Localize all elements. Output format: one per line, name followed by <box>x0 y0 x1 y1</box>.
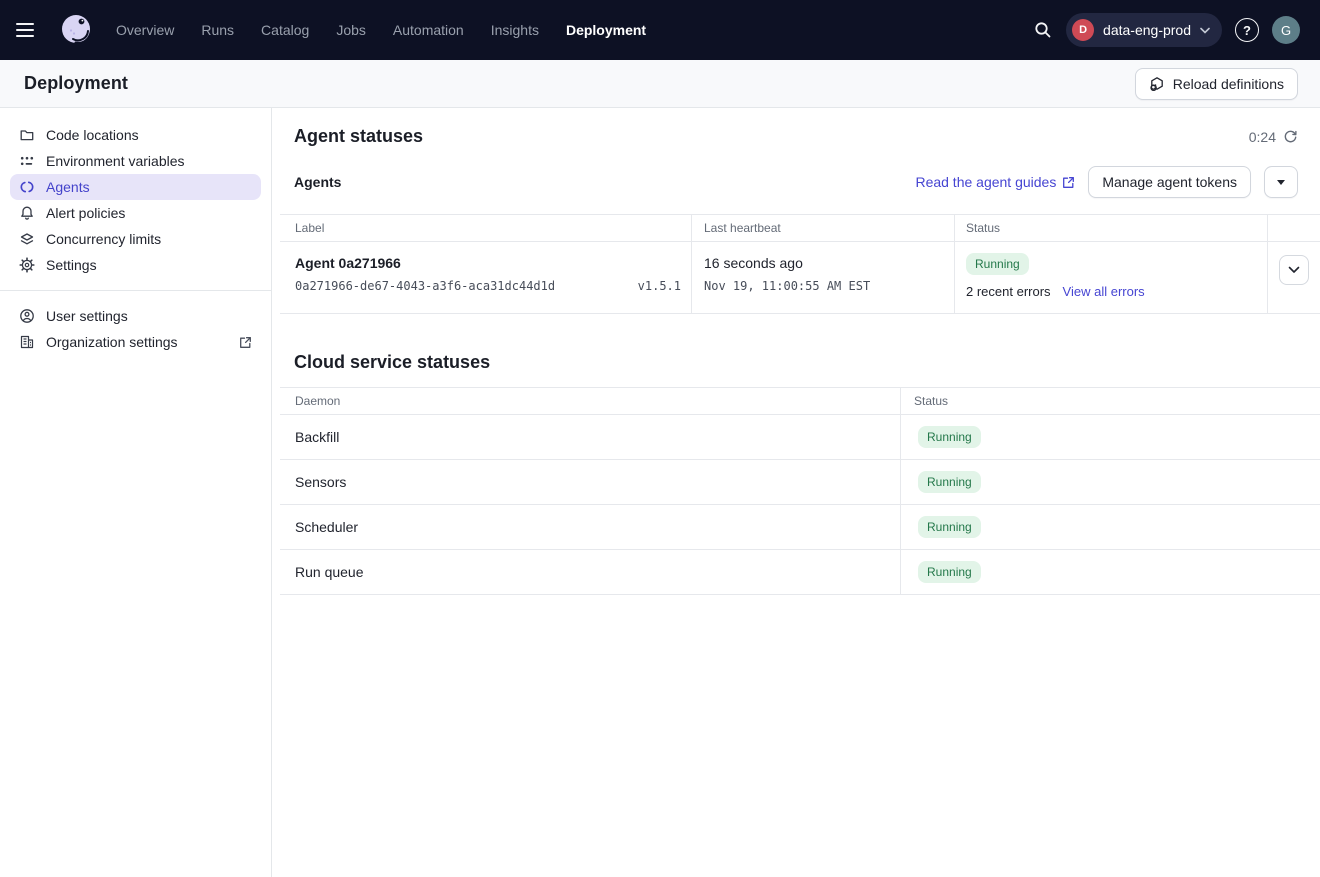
countdown-value: 0:24 <box>1248 128 1276 145</box>
sidebar-item-agents[interactable]: Agents <box>10 174 261 200</box>
page-header: Deployment Reload definitions <box>0 60 1320 108</box>
sidebar-item-code-locations[interactable]: Code locations <box>10 122 261 148</box>
main-content: Agent statuses 0:24 Agents Read the agen… <box>272 108 1320 877</box>
nav-insights[interactable]: Insights <box>490 22 539 38</box>
page-title: Deployment <box>24 73 129 93</box>
nav-jobs[interactable]: Jobs <box>336 22 366 38</box>
daemon-row-run-queue: Run queue Running <box>280 550 1320 595</box>
daemon-status-badge: Running <box>918 426 981 448</box>
column-header-daemon: Daemon <box>280 388 901 414</box>
sidebar-item-label: Agents <box>46 179 90 195</box>
refresh-icon[interactable] <box>1283 129 1298 144</box>
agent-status-badge: Running <box>966 253 1029 275</box>
agents-table: Label Last heartbeat Status Agent 0a2719… <box>280 214 1320 314</box>
deployment-badge: D <box>1072 19 1095 41</box>
folder-icon <box>19 127 35 143</box>
sidebar-item-label: Organization settings <box>46 334 178 350</box>
user-avatar[interactable]: G <box>1272 16 1300 44</box>
reload-definitions-button[interactable]: Reload definitions <box>1134 67 1298 100</box>
daemon-name: Run queue <box>280 550 901 594</box>
code-location-reload-icon <box>1150 76 1163 91</box>
heartbeat-relative-time: 16 seconds ago <box>704 255 803 271</box>
reload-definitions-label: Reload definitions <box>1172 75 1284 92</box>
sidebar-item-label: Concurrency limits <box>46 231 162 247</box>
agent-icon <box>19 179 35 195</box>
refresh-countdown: 0:24 <box>1249 129 1298 145</box>
nav-catalog[interactable]: Catalog <box>261 22 310 38</box>
daemon-status-badge: Running <box>918 516 981 538</box>
sidebar-item-label: Settings <box>46 257 97 273</box>
recent-errors-text: 2 recent errors <box>966 284 1051 299</box>
bell-icon <box>19 205 35 221</box>
caret-down-icon <box>1277 179 1285 185</box>
top-nav-bar: Overview Runs Catalog Jobs Automation In… <box>0 0 1320 60</box>
daemon-row-backfill: Backfill Running <box>280 415 1320 460</box>
cloud-service-statuses-title: Cloud service statuses <box>294 352 491 372</box>
sidebar-item-environment-variables[interactable]: Environment variables <box>10 148 261 174</box>
chevron-down-icon <box>1288 266 1300 273</box>
sidebar-item-concurrency-limits[interactable]: Concurrency limits <box>10 226 261 252</box>
agent-guides-link[interactable]: Read the agent guides <box>915 174 1075 190</box>
agents-table-header: Label Last heartbeat Status <box>280 214 1320 242</box>
sidebar-item-settings[interactable]: Settings <box>10 252 261 278</box>
column-header-last-heartbeat: Last heartbeat <box>692 215 955 241</box>
daemon-row-sensors: Sensors Running <box>280 460 1320 505</box>
external-link-icon <box>239 336 252 349</box>
search-icon[interactable] <box>1033 20 1053 40</box>
avatar-initial: G <box>1280 22 1292 38</box>
sidebar-item-alert-policies[interactable]: Alert policies <box>10 200 261 226</box>
primary-nav: Overview Runs Catalog Jobs Automation In… <box>116 22 646 38</box>
external-link-icon <box>1063 176 1075 188</box>
deployment-sidebar: Code locations Environment variables Age… <box>0 108 272 877</box>
organization-icon <box>19 334 35 350</box>
daemon-status-badge: Running <box>918 471 981 493</box>
daemon-name: Sensors <box>280 460 901 504</box>
nav-deployment[interactable]: Deployment <box>565 22 647 38</box>
deployment-name: data-eng-prod <box>1103 22 1191 38</box>
sidebar-item-user-settings[interactable]: User settings <box>10 303 261 329</box>
agent-statuses-title: Agent statuses <box>294 126 424 146</box>
hamburger-menu-icon[interactable] <box>16 16 44 44</box>
column-header-label: Label <box>280 215 692 241</box>
sidebar-item-organization-settings[interactable]: Organization settings <box>10 329 261 355</box>
chevron-down-icon <box>1200 27 1210 34</box>
heartbeat-timestamp: Nov 19, 11:00:55 AM EST <box>704 279 871 293</box>
agent-row: Agent 0a271966 0a271966-de67-4043-a3f6-a… <box>280 242 1320 314</box>
nav-overview[interactable]: Overview <box>116 22 175 38</box>
agents-actions-dropdown-button[interactable] <box>1264 166 1298 198</box>
sidebar-item-label: Code locations <box>46 127 139 143</box>
user-circle-icon <box>19 308 35 324</box>
layers-icon <box>19 231 35 247</box>
agent-version: v1.5.1 <box>637 279 681 293</box>
nav-automation[interactable]: Automation <box>392 22 464 38</box>
sidebar-item-label: User settings <box>46 308 128 324</box>
daemon-name: Scheduler <box>280 505 901 549</box>
column-header-status: Status <box>955 215 1268 241</box>
expand-agent-row-button[interactable] <box>1279 255 1309 285</box>
manage-agent-tokens-label: Manage agent tokens <box>1102 174 1237 190</box>
sidebar-divider <box>0 290 271 291</box>
column-header-status: Status <box>914 394 949 408</box>
deployment-switcher[interactable]: D data-eng-prod <box>1066 13 1222 47</box>
daemon-status-badge: Running <box>918 561 981 583</box>
cloud-table-header: Daemon Status <box>280 387 1320 415</box>
cloud-services-table: Daemon Status Backfill Running Sensors R… <box>280 387 1320 595</box>
gear-icon <box>19 257 35 273</box>
nav-runs[interactable]: Runs <box>201 22 235 38</box>
sidebar-item-label: Environment variables <box>46 153 185 169</box>
daemon-row-scheduler: Scheduler Running <box>280 505 1320 550</box>
sidebar-item-label: Alert policies <box>46 205 126 221</box>
view-all-errors-link[interactable]: View all errors <box>1062 284 1145 299</box>
dagster-logo-icon[interactable] <box>58 12 94 48</box>
agent-guides-label: Read the agent guides <box>915 174 1057 190</box>
agents-section-label: Agents <box>294 174 342 190</box>
help-icon[interactable]: ? <box>1235 18 1259 42</box>
daemon-name: Backfill <box>280 415 901 459</box>
agent-name: Agent 0a271966 <box>295 255 401 271</box>
agent-id: 0a271966-de67-4043-a3f6-aca31dc44d1d <box>295 279 556 293</box>
variables-icon <box>19 153 35 169</box>
help-glyph: ? <box>1243 22 1251 38</box>
manage-agent-tokens-button[interactable]: Manage agent tokens <box>1088 166 1251 198</box>
